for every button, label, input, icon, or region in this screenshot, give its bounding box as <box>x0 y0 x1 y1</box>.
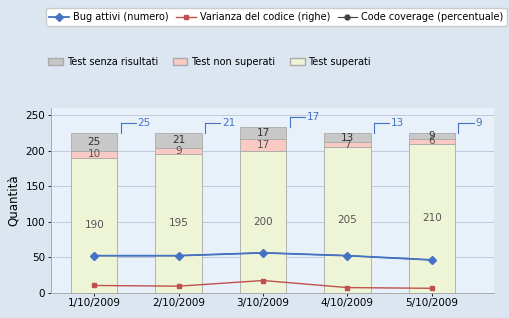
Text: 25: 25 <box>138 118 151 128</box>
Bar <box>324 142 371 147</box>
Bar <box>155 154 202 293</box>
Text: 17: 17 <box>306 112 320 121</box>
Bar <box>409 144 455 293</box>
Bar <box>409 133 455 139</box>
Bar <box>240 139 286 151</box>
Bar <box>240 151 286 293</box>
Text: 210: 210 <box>422 213 442 223</box>
Bar <box>155 133 202 148</box>
Text: 205: 205 <box>337 215 357 225</box>
Y-axis label: Quantità: Quantità <box>7 175 20 226</box>
Bar <box>409 139 455 144</box>
Legend: Test senza risultati, Test non superati, Test superati: Test senza risultati, Test non superati,… <box>46 54 374 70</box>
Text: 25: 25 <box>88 137 101 147</box>
Bar <box>240 127 286 139</box>
Text: 6: 6 <box>429 136 435 147</box>
Text: 17: 17 <box>257 128 270 138</box>
Text: 7: 7 <box>344 140 351 150</box>
Text: 13: 13 <box>341 133 354 142</box>
Bar <box>71 133 118 151</box>
Text: 13: 13 <box>391 118 404 128</box>
Text: 190: 190 <box>84 220 104 230</box>
Bar <box>155 148 202 154</box>
Text: 195: 195 <box>168 218 188 228</box>
Text: 17: 17 <box>257 140 270 150</box>
Bar <box>71 151 118 158</box>
Text: 9: 9 <box>175 146 182 156</box>
Bar <box>324 133 371 142</box>
Bar <box>324 147 371 293</box>
Text: 200: 200 <box>253 217 273 227</box>
Text: 21: 21 <box>222 118 235 128</box>
Text: 10: 10 <box>88 149 101 159</box>
Legend: Bug attivi (numero), Varianza del codice (righe), Code coverage (percentuale): Bug attivi (numero), Varianza del codice… <box>46 8 507 26</box>
Text: 21: 21 <box>172 135 185 145</box>
Bar <box>71 158 118 293</box>
Text: 9: 9 <box>429 131 435 141</box>
Text: 9: 9 <box>475 118 482 128</box>
